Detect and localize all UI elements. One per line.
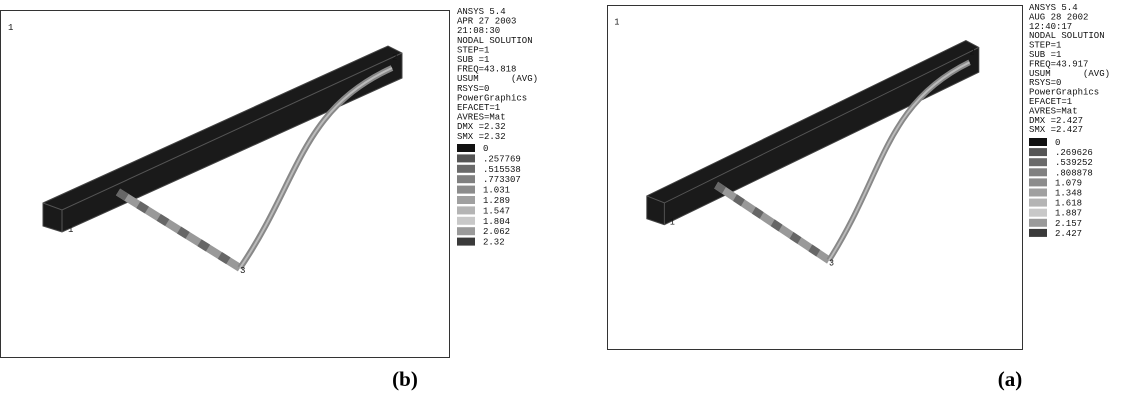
- info-line: PowerGraphics: [457, 93, 527, 103]
- info-line: EFACET=1: [457, 103, 500, 113]
- legend-swatch: [457, 217, 475, 225]
- legend-label: 2.427: [1055, 229, 1082, 239]
- legend-label: .269626: [1055, 148, 1093, 158]
- info-line: DMX =2.32: [457, 122, 506, 132]
- legend-label: 1.804: [483, 217, 510, 227]
- legend-swatch: [457, 175, 475, 183]
- legend-label: 1.289: [483, 196, 510, 206]
- info-line: SMX =2.32: [457, 132, 506, 142]
- legend-label: .257769: [483, 154, 521, 164]
- legend-swatch: [1029, 168, 1047, 176]
- legend-label: 2.062: [483, 227, 510, 237]
- legend-swatch: [457, 238, 475, 246]
- figure: 1 1 3 2 1 1 3 2 ANSYS 5.4APR 27 200321:08:30NO…: [0, 0, 1135, 401]
- legend-swatch: [457, 186, 475, 194]
- info-line: SMX =2.427: [1029, 125, 1083, 135]
- legend-label: 1.547: [483, 206, 510, 216]
- legend-swatch: [457, 227, 475, 235]
- legend-swatch: [457, 165, 475, 173]
- info-line: RSYS=0: [457, 84, 489, 94]
- legend-swatch: [457, 144, 475, 152]
- panel-caption: (b): [392, 367, 418, 391]
- node-label: 3: [829, 258, 834, 268]
- info-line: APR 27 2003: [457, 17, 516, 27]
- legend-label: .773307: [483, 175, 521, 185]
- legend-swatch: [457, 196, 475, 204]
- legend-label: 1.079: [1055, 178, 1082, 188]
- info-line: STEP=1: [457, 45, 489, 55]
- legend-swatch: [1029, 178, 1047, 186]
- legend-swatch: [1029, 209, 1047, 217]
- info-line: NODAL SOLUTION: [457, 36, 533, 46]
- legend-swatch: [1029, 138, 1047, 146]
- info-line: 21:08:30: [457, 26, 500, 36]
- corner-label: 1: [614, 17, 619, 27]
- node-label: 3: [240, 266, 245, 276]
- legend-label: 0: [483, 144, 488, 154]
- legend-swatch: [1029, 229, 1047, 237]
- legend-label: 1.887: [1055, 209, 1082, 219]
- legend-swatch: [457, 206, 475, 214]
- info-line: USUM (AVG): [457, 74, 538, 84]
- legend-label: 0: [1055, 138, 1060, 148]
- legend-swatch: [1029, 158, 1047, 166]
- node-label: 1: [670, 217, 675, 227]
- legend-swatch: [1029, 189, 1047, 197]
- legend-label: 2.32: [483, 238, 505, 248]
- legend-label: 1.348: [1055, 189, 1082, 199]
- node-label: 2: [392, 53, 397, 63]
- legend-swatch: [1029, 219, 1047, 227]
- legend-swatch: [1029, 148, 1047, 156]
- panel-caption: (a): [998, 367, 1023, 391]
- legend-label: .808878: [1055, 168, 1093, 178]
- legend-label: 1.618: [1055, 199, 1082, 209]
- node-label: 1: [68, 225, 73, 235]
- legend-swatch: [1029, 199, 1047, 207]
- legend-label: 1.031: [483, 186, 510, 196]
- corner-label: 1: [8, 23, 13, 33]
- info-line: SUB =1: [457, 55, 489, 65]
- legend-label: .515538: [483, 165, 521, 175]
- info-line: ANSYS 5.4: [457, 7, 506, 17]
- legend-swatch: [457, 154, 475, 162]
- info-line: FREQ=43.818: [457, 65, 516, 75]
- node-label: 2: [970, 47, 975, 57]
- info-line: AVRES=Mat: [457, 113, 506, 123]
- legend-label: 2.157: [1055, 219, 1082, 229]
- legend-label: .539252: [1055, 158, 1093, 168]
